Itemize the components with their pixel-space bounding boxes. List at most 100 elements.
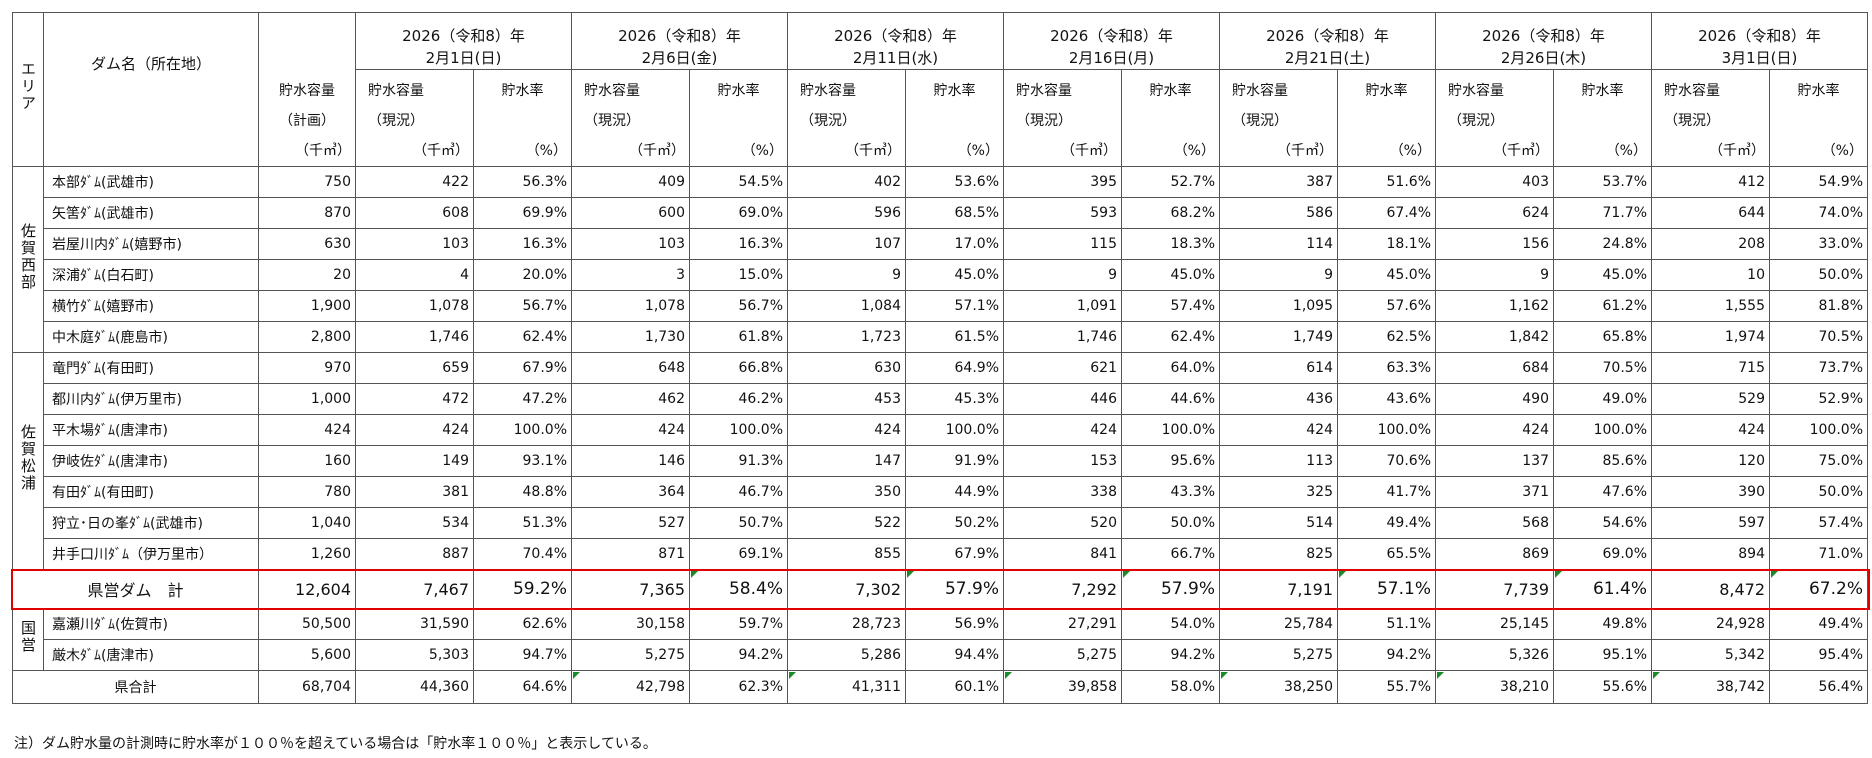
area-label: 佐賀松浦 [19,424,37,492]
capacity-now-unit: （千㎥） [1493,143,1549,159]
date-day: 2月26日(木) [1500,49,1587,67]
storage-rate: 65.8% [1553,321,1652,353]
capacity-now: 424 [1219,414,1338,446]
capacity-now: 153 [1003,445,1122,477]
date-header: 2026（令和8）年 2月21日(土) [1219,12,1436,70]
rate-header: 貯水率 （%） [1337,69,1436,167]
capacity-now: 39,858 [1003,670,1122,704]
date-day: 2月11日(水) [852,49,939,67]
capacity-now: 9 [1003,259,1122,291]
capacity-now-header: 貯水容量 （現況） （千㎥） [355,69,474,167]
capacity-plan: 1,900 [258,290,356,322]
dam-name: 伊岐佐ﾀﾞﾑ(唐津市) [43,445,259,477]
capacity-plan: 50,500 [258,608,356,640]
capacity-now: 568 [1435,507,1554,539]
capacity-now-label: 貯水容量 [1448,83,1504,99]
capacity-now: 120 [1651,445,1770,477]
capacity-now-label: 貯水容量 [584,83,640,99]
storage-rate: 70.5% [1769,321,1868,353]
capacity-now-label: 貯水容量 [800,83,856,99]
capacity-now: 596 [787,197,906,229]
storage-rate: 51.1% [1337,608,1436,640]
capacity-now: 115 [1003,228,1122,260]
capacity-now: 114 [1219,228,1338,260]
date-header: 2026（令和8）年 2月11日(水) [787,12,1004,70]
date-year: 2026（令和8）年 [1482,27,1605,45]
date-year: 2026（令和8）年 [402,27,525,45]
capacity-plan: 2,800 [258,321,356,353]
date-header: 2026（令和8）年 3月1日(日) [1651,12,1868,70]
capacity-now: 7,739 [1435,569,1554,609]
rate-label: 貯水率 [1581,83,1624,99]
capacity-now-unit: （千㎥） [1277,143,1333,159]
capacity-now-unit: （千㎥） [1709,143,1765,159]
dam-name: 厳木ﾀﾞﾑ(唐津市) [43,639,259,671]
table-row: 伊岐佐ﾀﾞﾑ(唐津市) 160 149 93.1% 146 91.3% 147 91.9% 15… [13,445,1868,477]
storage-rate: 69.1% [689,538,788,570]
storage-rate: 49.0% [1553,383,1652,415]
storage-rate: 81.8% [1769,290,1868,322]
dam-name: 都川内ﾀﾞﾑ(伊万里市) [43,383,259,415]
comment-marker [906,570,914,578]
capacity-now: 338 [1003,476,1122,508]
capacity-now-sub: （現況） [1664,113,1720,129]
storage-rate: 62.4% [1121,321,1220,353]
capacity-now: 894 [1651,538,1770,570]
storage-rate: 50.7% [689,507,788,539]
capacity-now: 490 [1435,383,1554,415]
capacity-now: 350 [787,476,906,508]
capacity-now-header: 貯水容量 （現況） （千㎥） [787,69,906,167]
capacity-plan: 12,604 [258,569,356,609]
storage-rate: 95.4% [1769,639,1868,671]
storage-rate: 54.0% [1121,608,1220,640]
storage-rate: 69.9% [473,197,572,229]
capacity-now: 597 [1651,507,1770,539]
capacity-now-unit: （千㎥） [1061,143,1117,159]
comment-marker [1770,570,1778,578]
capacity-now: 436 [1219,383,1338,415]
capacity-now: 387 [1219,166,1338,198]
rate-unit: （%） [1389,143,1431,159]
capacity-now: 424 [1003,414,1122,446]
comment-marker [690,570,698,578]
capacity-plan: 1,040 [258,507,356,539]
date-header: 2026（令和8）年 2月1日(日) [355,12,572,70]
storage-rate: 100.0% [1121,414,1220,446]
storage-rate: 61.5% [905,321,1004,353]
capacity-now: 614 [1219,352,1338,384]
capacity-now: 103 [571,228,690,260]
storage-rate: 44.9% [905,476,1004,508]
capacity-now-sub: （現況） [1016,113,1072,129]
date-day: 2月1日(日) [425,49,502,67]
date-year: 2026（令和8）年 [1698,27,1821,45]
capacity-now: 534 [355,507,474,539]
rate-label: 貯水率 [717,83,760,99]
date-year: 2026（令和8）年 [1050,27,1173,45]
dam-name: 深浦ﾀﾞﾑ(白石町) [43,259,259,291]
storage-rate: 64.9% [905,352,1004,384]
rate-unit: （%） [1605,143,1647,159]
storage-rate: 100.0% [689,414,788,446]
capacity-now: 8,472 [1651,569,1770,609]
storage-rate: 67.2% [1769,569,1868,609]
capacity-now: 7,467 [355,569,474,609]
capacity-now: 44,360 [355,670,474,704]
storage-rate: 65.5% [1337,538,1436,570]
date-year: 2026（令和8）年 [618,27,741,45]
comment-marker [1220,671,1228,679]
storage-rate: 46.2% [689,383,788,415]
storage-rate: 49.4% [1769,608,1868,640]
capacity-now-header: 貯水容量 （現況） （千㎥） [1651,69,1770,167]
capacity-now: 403 [1435,166,1554,198]
capacity-now: 5,342 [1651,639,1770,671]
storage-rate: 56.3% [473,166,572,198]
capacity-now-sub: （現況） [1448,113,1504,129]
spacer [694,106,783,136]
capacity-now: 390 [1651,476,1770,508]
comment-marker [1004,671,1012,679]
comment-marker [1652,671,1660,679]
capacity-now: 624 [1435,197,1554,229]
capacity-now: 325 [1219,476,1338,508]
capacity-now: 5,275 [571,639,690,671]
comment-marker [1436,671,1444,679]
